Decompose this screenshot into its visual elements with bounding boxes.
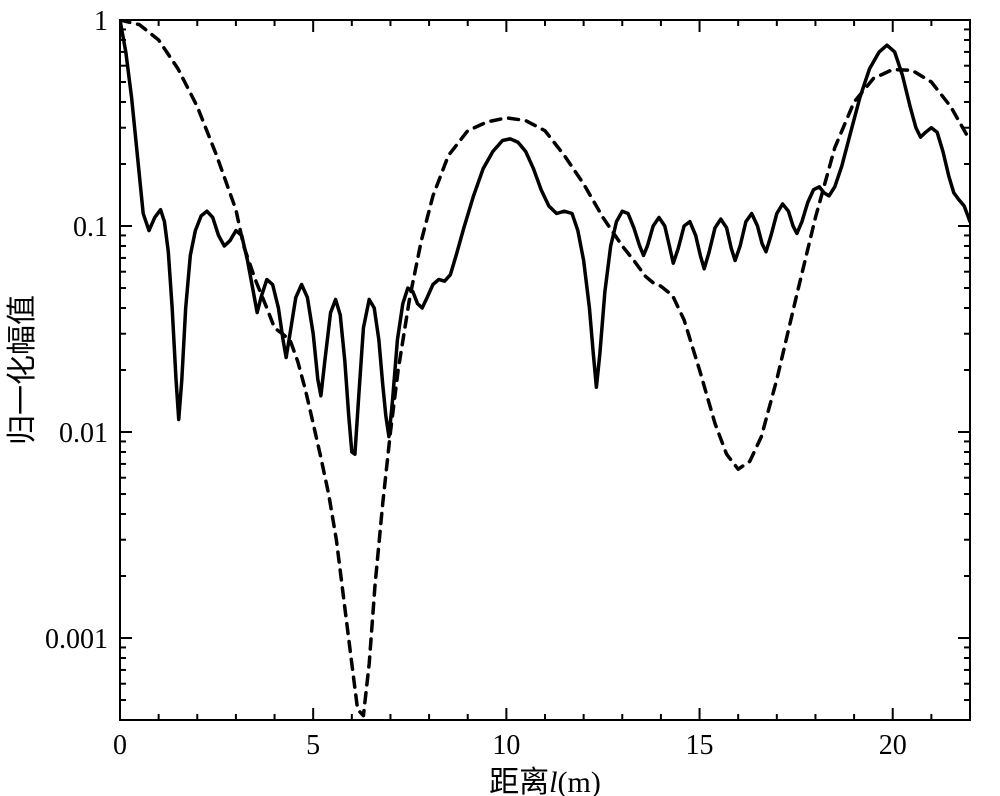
y-axis-label: 归一化幅值 <box>6 295 39 445</box>
y-tick-label: 0.01 <box>59 418 108 449</box>
x-axis-label: 距离l(m) <box>489 766 601 796</box>
y-tick-label: 0.001 <box>45 624 108 655</box>
y-tick-label: 1 <box>94 6 108 37</box>
x-tick-label: 20 <box>879 730 907 761</box>
chart-container: 0 5 10 15 20 距离l(m) 0.001 0.01 0.1 1 归一化幅值 <box>0 0 1000 796</box>
x-tick-label: 10 <box>492 730 520 761</box>
x-tick-label: 0 <box>113 730 127 761</box>
x-tick-label: 15 <box>686 730 714 761</box>
chart-svg: 0 5 10 15 20 距离l(m) 0.001 0.01 0.1 1 归一化幅值 <box>0 0 1000 796</box>
x-tick-label: 5 <box>306 730 320 761</box>
y-tick-label: 0.1 <box>73 212 108 243</box>
